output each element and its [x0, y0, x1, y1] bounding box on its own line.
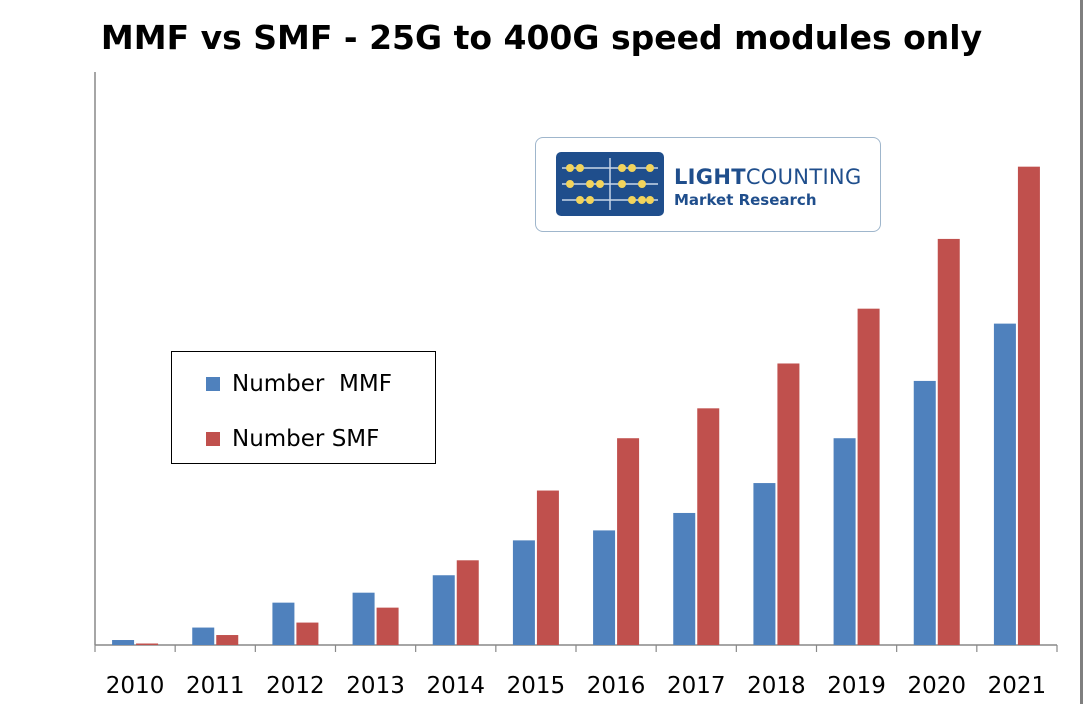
x-tick-label: 2019 [827, 673, 886, 699]
bar-smf-2021 [1017, 166, 1040, 646]
x-tick-label: 2021 [988, 673, 1047, 699]
bar-mmf-2012 [272, 602, 295, 645]
x-tick-label: 2018 [747, 673, 806, 699]
bar-mmf-2017 [673, 512, 696, 645]
bar-mmf-2021 [993, 323, 1016, 645]
x-tick-label: 2016 [587, 673, 646, 699]
legend-item-smf: Number SMF [206, 426, 379, 452]
bar-mmf-2015 [512, 540, 535, 645]
bar-smf-2013 [376, 607, 399, 645]
chart-axes [94, 72, 1058, 652]
bar-smf-2011 [216, 635, 239, 645]
x-tick-label: 2013 [346, 673, 405, 699]
bar-smf-2015 [536, 490, 559, 645]
legend-swatch-mmf [206, 377, 220, 391]
x-tick-label: 2011 [186, 673, 245, 699]
x-tick-label: 2020 [907, 673, 966, 699]
chart-title: MMF vs SMF - 25G to 400G speed modules o… [100, 18, 983, 57]
bar-smf-2010 [136, 643, 159, 645]
x-tick-label: 2014 [426, 673, 485, 699]
bar-mmf-2019 [833, 438, 856, 645]
legend: Number MMF Number SMF [171, 351, 436, 464]
right-border [1080, 0, 1083, 704]
legend-label-mmf: Number MMF [232, 371, 392, 397]
legend-swatch-smf [206, 432, 220, 446]
bar-smf-2020 [937, 238, 960, 645]
bar-mmf-2010 [112, 640, 135, 645]
x-tick-label: 2012 [266, 673, 325, 699]
bar-smf-2019 [857, 308, 880, 645]
x-tick-labels: 2010 2011 2012 2013 2014 2015 2016 2017 2018 2019… [106, 673, 1046, 699]
x-tick-label: 2015 [507, 673, 566, 699]
lightcounting-logo: LIGHTCOUNTING Market Research [535, 137, 881, 232]
bar-smf-2014 [456, 560, 479, 645]
logo-name-part1: LIGHT [674, 165, 746, 189]
bar-smf-2016 [617, 438, 640, 645]
logo-name-part2: COUNTING [745, 165, 862, 189]
logo-tagline: Market Research [674, 191, 817, 209]
x-tick-label: 2010 [106, 673, 165, 699]
bar-mmf-2020 [913, 380, 936, 645]
bar-smf-2012 [296, 622, 319, 645]
chart-bars [112, 166, 1040, 646]
bar-smf-2018 [777, 363, 800, 645]
bar-mmf-2018 [753, 483, 776, 645]
abacus-icon [556, 152, 664, 216]
bar-mmf-2014 [432, 575, 455, 645]
bar-mmf-2013 [352, 592, 375, 645]
bar-mmf-2011 [192, 627, 215, 645]
legend-label-smf: Number SMF [232, 426, 380, 452]
logo-name: LIGHTCOUNTING [674, 165, 862, 189]
legend-item-mmf: Number MMF [206, 371, 392, 397]
bar-mmf-2016 [593, 530, 616, 645]
bar-smf-2017 [697, 408, 720, 645]
x-tick-label: 2017 [667, 673, 726, 699]
